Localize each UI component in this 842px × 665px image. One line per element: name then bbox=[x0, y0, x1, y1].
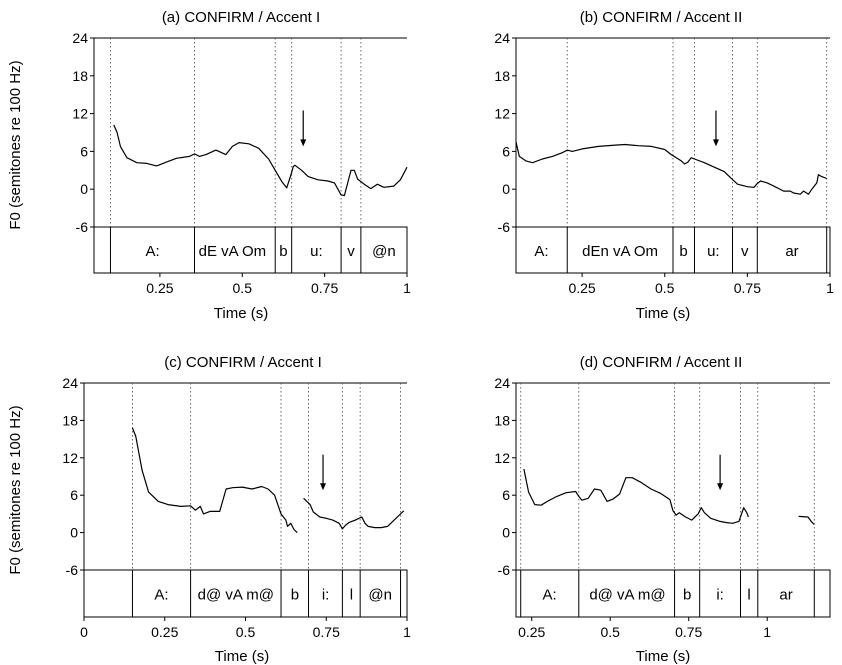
f0-contour bbox=[798, 515, 815, 525]
y-tick-label: -6 bbox=[66, 562, 79, 578]
y-tick-label: 18 bbox=[494, 68, 510, 84]
x-tick-label: 0.5 bbox=[655, 280, 675, 296]
y-tick-label: 12 bbox=[494, 450, 510, 466]
y-tick-label: 6 bbox=[70, 487, 78, 503]
segment-label: ar bbox=[785, 243, 798, 260]
segment-label: b bbox=[279, 243, 287, 260]
segment-label: A: bbox=[154, 587, 168, 604]
f0-contour bbox=[131, 427, 298, 534]
segment-label: v bbox=[347, 243, 355, 260]
f0-contour bbox=[303, 497, 405, 530]
y-tick-label: 0 bbox=[502, 525, 510, 541]
panel-b: (b) CONFIRM / Accent II 24 18 12 6 0 -6 0.25 0.5… bbox=[494, 9, 834, 322]
y-axis-label: F0 (semitones re 100 Hz) bbox=[7, 60, 24, 229]
arrow-head bbox=[320, 483, 327, 491]
y-tick-label: 0 bbox=[80, 181, 88, 197]
x-tick-label: 0.75 bbox=[311, 280, 338, 296]
x-axis-label: Time (s) bbox=[636, 305, 690, 322]
segment-label: @n bbox=[368, 587, 392, 604]
segment-strip bbox=[515, 569, 831, 618]
panel-a: (a) CONFIRM / Accent I 24 18 12 6 0 -6 0.25 0.5 0… bbox=[7, 9, 411, 322]
x-axis-label: Time (s) bbox=[215, 648, 269, 665]
y-tick-label: -6 bbox=[498, 219, 511, 235]
x-tick-label: 1 bbox=[403, 624, 411, 640]
y-tick-label: 24 bbox=[494, 30, 510, 46]
segment-label: dEn vA Om bbox=[582, 243, 658, 260]
arrow-head bbox=[712, 139, 719, 147]
x-tick-label: 0.25 bbox=[146, 280, 173, 296]
y-tick-label: -6 bbox=[498, 562, 511, 578]
x-tick-label: 0.5 bbox=[236, 624, 256, 640]
segment-label: d@ vA m@ bbox=[589, 587, 665, 604]
x-tick-label: 0.75 bbox=[313, 624, 340, 640]
x-tick-label: 0.5 bbox=[600, 624, 620, 640]
y-tick-label: 24 bbox=[72, 30, 88, 46]
segment-label: i: bbox=[322, 587, 330, 604]
y-tick-label: 0 bbox=[70, 525, 78, 541]
y-tick-label: 0 bbox=[502, 181, 510, 197]
y-tick-label: 24 bbox=[62, 375, 78, 391]
x-tick-label: 0.25 bbox=[518, 624, 545, 640]
y-tick-label: 12 bbox=[62, 450, 78, 466]
y-tick-label: 18 bbox=[494, 412, 510, 428]
panel-title: (d) CONFIRM / Accent II bbox=[580, 354, 743, 371]
x-tick-label: 1 bbox=[763, 624, 771, 640]
y-tick-label: 24 bbox=[494, 375, 510, 391]
segment-label: A: bbox=[146, 243, 160, 260]
arrow-head bbox=[300, 139, 307, 147]
panel-title: (a) CONFIRM / Accent I bbox=[162, 9, 320, 26]
segment-label: i: bbox=[716, 587, 724, 604]
segment-label: A: bbox=[543, 587, 557, 604]
segment-label: b bbox=[291, 587, 299, 604]
segment-label: b bbox=[683, 587, 691, 604]
panel-title: (b) CONFIRM / Accent II bbox=[580, 9, 743, 26]
y-tick-label: 6 bbox=[80, 143, 88, 159]
x-axis-label: Time (s) bbox=[636, 648, 690, 665]
segment-label: d@ vA m@ bbox=[198, 587, 274, 604]
panel-c: (c) CONFIRM / Accent I 24 18 12 6 0 -6 0 0.25 0.5… bbox=[7, 354, 411, 665]
segment-label: @n bbox=[372, 243, 396, 260]
x-tick-label: 0.5 bbox=[233, 280, 253, 296]
segment-label: l bbox=[747, 587, 750, 604]
x-tick-label: 0.25 bbox=[151, 624, 178, 640]
arrow-head bbox=[717, 483, 724, 491]
x-tick-label: 1 bbox=[403, 280, 411, 296]
y-axis-label: F0 (semitones re 100 Hz) bbox=[7, 405, 24, 574]
y-tick-label: 12 bbox=[494, 106, 510, 122]
segment-label: ar bbox=[779, 587, 792, 604]
segment-strip bbox=[93, 226, 408, 274]
y-tick-label: 18 bbox=[62, 412, 78, 428]
x-tick-label: 0.75 bbox=[675, 624, 702, 640]
segment-label: u: bbox=[707, 243, 720, 260]
segment-label: b bbox=[679, 243, 687, 260]
x-tick-label: 0.75 bbox=[734, 280, 761, 296]
y-tick-label: -6 bbox=[76, 219, 89, 235]
y-tick-label: 6 bbox=[502, 487, 510, 503]
panel-d: (d) CONFIRM / Accent II 24 18 12 6 0 -6 0.25 0.5… bbox=[494, 354, 831, 665]
segment-label: v bbox=[741, 243, 749, 260]
y-tick-label: 6 bbox=[502, 143, 510, 159]
panel-title: (c) CONFIRM / Accent I bbox=[164, 354, 322, 371]
f0-contour bbox=[515, 141, 827, 195]
x-tick-label: 0 bbox=[80, 624, 88, 640]
x-axis-label: Time (s) bbox=[214, 305, 268, 322]
y-tick-label: 18 bbox=[72, 68, 88, 84]
y-tick-label: 12 bbox=[72, 106, 88, 122]
x-tick-label: 0.25 bbox=[568, 280, 595, 296]
segment-label: l bbox=[350, 587, 353, 604]
segment-label: A: bbox=[534, 243, 548, 260]
segment-label: dE vA Om bbox=[199, 243, 267, 260]
x-tick-label: 1 bbox=[826, 280, 834, 296]
segment-label: u: bbox=[310, 243, 323, 260]
f0-contour bbox=[523, 468, 749, 524]
f0-contour bbox=[113, 124, 408, 197]
